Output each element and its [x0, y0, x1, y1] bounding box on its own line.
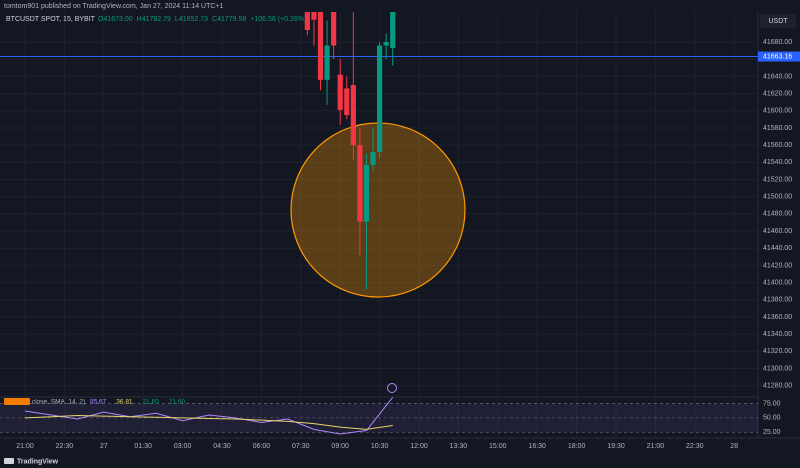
- ohlc-value: H41782.79: [137, 16, 171, 23]
- y-tick-label: 41320.00: [763, 348, 792, 355]
- y-tick-label: 41480.00: [763, 211, 792, 218]
- ohlc-value: C41779.58: [212, 16, 246, 23]
- indicator-line: [24, 397, 394, 435]
- x-tick-label: 03:00: [174, 443, 192, 450]
- candle-body: [390, 12, 396, 49]
- y-tick-label: 41340.00: [763, 331, 792, 338]
- candle-body: [377, 45, 383, 153]
- x-tick-label: 16:30: [528, 443, 546, 450]
- axes: 41680.0041660.0041640.0041620.0041600.00…: [16, 39, 800, 450]
- x-tick-label: 21:00: [16, 443, 34, 450]
- y-tick-label: 41300.00: [763, 365, 792, 372]
- currency-box[interactable]: [760, 14, 796, 28]
- indicator-value: 36.81: [116, 399, 133, 406]
- indicator-pane: [0, 397, 758, 435]
- y-tick-label: 41600.00: [763, 108, 792, 115]
- x-tick-label: 10:30: [371, 443, 389, 450]
- price-line-label-box: [758, 51, 800, 62]
- indicator-value: 85.67: [90, 399, 107, 406]
- publisher: tomtom901 published on TradingView.com, …: [4, 3, 224, 10]
- y-tick-label: 41560.00: [763, 142, 792, 149]
- candle-body: [324, 45, 330, 80]
- indicator-line: [24, 415, 393, 430]
- x-tick-label: 09:00: [331, 443, 349, 450]
- symbol-title: BTCUSDT SPOT, 15, BYBIT: [6, 16, 96, 23]
- y-tick-label: 41640.00: [763, 73, 792, 80]
- x-tick-label: 22:30: [56, 443, 74, 450]
- x-tick-label: 21:00: [647, 443, 665, 450]
- price-pane: [0, 12, 758, 298]
- x-tick-label: 07:30: [292, 443, 310, 450]
- y-tick-label: 41440.00: [763, 245, 792, 252]
- brand: TradingView: [17, 458, 59, 465]
- y-tick-label: 41420.00: [763, 262, 792, 269]
- y-tick-label: 41580.00: [763, 125, 792, 132]
- x-tick-label: 15:00: [489, 443, 507, 450]
- candle-body: [337, 74, 343, 110]
- y-tick-label: 41500.00: [763, 194, 792, 201]
- indicator-badge: [4, 398, 30, 405]
- indicator-value: 21.60: [169, 399, 186, 406]
- brand-logo: [4, 458, 14, 464]
- ohlc-value: +106.58 (+0.26%): [250, 16, 306, 23]
- x-tick-label: 22:30: [686, 443, 704, 450]
- candle-body: [331, 12, 337, 46]
- indicator-value: 21.60: [143, 399, 160, 406]
- candle-body: [350, 85, 356, 146]
- ohlc-value: O41673.00: [98, 16, 133, 23]
- candle-body: [317, 12, 324, 80]
- x-tick-label: 12:00: [410, 443, 428, 450]
- x-tick-label: 04:30: [213, 443, 231, 450]
- candle-body: [357, 145, 363, 222]
- y-tick-label: 50.00: [763, 415, 781, 422]
- candle-body: [370, 152, 376, 165]
- price-line-label: 41663.16: [763, 53, 792, 60]
- x-tick-label: 06:00: [253, 443, 271, 450]
- y-tick-label: 41280.00: [763, 383, 792, 390]
- y-tick-label: 41400.00: [763, 279, 792, 286]
- footer: [0, 455, 800, 468]
- x-tick-label: 28: [730, 443, 738, 450]
- candle-body: [304, 12, 310, 31]
- indicator-title: close, SMA, 14, 2): [32, 399, 85, 406]
- y-tick-label: 41540.00: [763, 159, 792, 166]
- candle-body: [383, 42, 389, 46]
- y-tick-label: 41680.00: [763, 39, 792, 46]
- candle-body: [363, 164, 370, 222]
- y-tick-label: 41620.00: [763, 90, 792, 97]
- x-tick-label: 18:00: [568, 443, 586, 450]
- y-tick-label: 41380.00: [763, 297, 792, 304]
- y-tick-label: 41360.00: [763, 314, 792, 321]
- x-tick-label: 19:30: [607, 443, 625, 450]
- alert-icon[interactable]: [387, 383, 397, 393]
- x-tick-label: 13:30: [450, 443, 468, 450]
- x-tick-label: 01:30: [134, 443, 152, 450]
- y-tick-label: 41520.00: [763, 176, 792, 183]
- x-tick-label: 27: [100, 443, 108, 450]
- candle-body: [344, 88, 350, 116]
- currency[interactable]: USDT: [768, 18, 788, 25]
- candle-body: [311, 12, 317, 20]
- y-tick-label: 25.00: [763, 429, 781, 436]
- y-tick-label: 41460.00: [763, 228, 792, 235]
- ohlc-value: L41652.73: [175, 16, 208, 23]
- y-tick-label: 75.00: [763, 400, 781, 407]
